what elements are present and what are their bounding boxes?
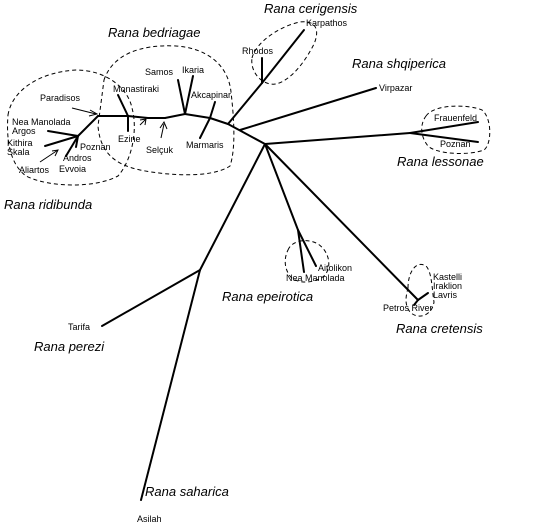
branch-monastiraki <box>117 94 129 117</box>
branch-spine-e <box>127 115 149 119</box>
species-label-epeirotica: Rana epeirotica <box>222 289 313 304</box>
species-label-cretensis: Rana cretensis <box>396 321 483 336</box>
leaf-label-monastiraki: Monastiraki <box>113 84 159 94</box>
species-label-lessonae: Rana lessonae <box>397 154 484 169</box>
leaf-label-aliartos: Aliartos <box>19 165 50 175</box>
arrow-paradisos <box>71 107 97 115</box>
leaf-label-akcapinar: Akcapinar <box>191 90 231 100</box>
arrows <box>39 107 168 163</box>
leaf-label-aitolikon: Aitolikon <box>318 263 352 273</box>
branch-hub-to-epeirotica-node <box>264 143 299 231</box>
branch-marmaris <box>199 117 211 139</box>
branch-ridibunda-argos <box>47 130 79 137</box>
branch-epeirotica-aitolikon <box>297 229 317 267</box>
outline-ridibunda <box>7 69 135 186</box>
branch-spine-c <box>164 113 186 119</box>
species-label-shqiperica: Rana shqiperica <box>352 56 446 71</box>
species-label-ridibunda: Rana ridibunda <box>4 197 92 212</box>
outline-lessonae <box>421 105 491 154</box>
branch-ridibunda-andros <box>65 135 79 157</box>
branch-cretensis-lavris <box>417 292 429 301</box>
branch-hub-to-shqiperica <box>239 87 377 131</box>
branch-akcapinar <box>209 101 216 119</box>
branch-spine-a <box>209 117 229 125</box>
branch-cerigensis-karpathos <box>261 29 305 84</box>
leaf-label-paradisos: Paradisos <box>40 93 81 103</box>
branch-lessonae-frauenfeld <box>409 121 479 134</box>
branch-hub-to-lessonae-node <box>264 132 411 145</box>
leaf-label-rhodos: Rhodos <box>242 46 274 56</box>
species-labels: Rana bedriagae Rana cerigensis Rana shqi… <box>4 1 484 499</box>
leaf-label-ikaria: Ikaria <box>182 65 204 75</box>
species-label-cerigensis: Rana cerigensis <box>264 1 358 16</box>
leaf-label-andros: Andros <box>63 153 92 163</box>
leaf-label-kithira: Kithira <box>7 138 33 148</box>
branch-epeirotica-nea-manolada <box>297 229 305 273</box>
species-label-bedriagae: Rana bedriagae <box>108 25 201 40</box>
leaf-label-karpathos: Karpathos <box>306 18 348 28</box>
branch-lessonae-poznan <box>409 132 479 143</box>
branch-saharica <box>140 269 201 501</box>
outline-epeirotica <box>284 240 330 283</box>
leaf-label-samos: Samos <box>145 67 174 77</box>
leaf-label-evvoia: Evvoia <box>59 164 86 174</box>
species-label-saharica: Rana saharica <box>145 484 229 499</box>
branch-hub-to-west-node <box>199 143 266 271</box>
group-outlines <box>7 21 491 317</box>
outline-cretensis <box>405 264 435 317</box>
leaf-label-skala: Skala <box>7 147 30 157</box>
leaf-label-argos: Argos <box>12 126 36 136</box>
leaf-label-nea-manolada: Nea Manolada <box>12 117 71 127</box>
leaf-label-iraklion: Iraklion <box>433 281 462 291</box>
branch-samos <box>177 79 186 115</box>
branch-ridibunda-kithira <box>44 135 79 147</box>
leaf-label-ezine: Ezine <box>118 134 141 144</box>
leaf-label-selcuk: Selçuk <box>146 145 174 155</box>
outline-cerigensis <box>251 21 318 85</box>
leaf-label-poznan-lessonae: Poznan <box>440 139 471 149</box>
arrow-ezine-head <box>139 118 147 126</box>
leaf-label-lavris: Lavris <box>433 290 458 300</box>
arrow-selcuk-head <box>159 120 168 130</box>
leaf-label-tarifa: Tarifa <box>68 322 90 332</box>
branch-spine-g <box>77 115 99 137</box>
arrow-aliartos <box>39 149 59 163</box>
leaf-label-frauenfeld: Frauenfeld <box>434 113 477 123</box>
tree-branches <box>44 29 479 501</box>
branch-cretensis-petros <box>413 299 419 306</box>
leaf-label-nea-manolada-epeirotica: Nea Manolada <box>286 273 345 283</box>
branch-ikaria <box>184 75 194 115</box>
branch-hub-to-cretensis-node <box>264 143 419 301</box>
leaf-label-kastelli: Kastelli <box>433 272 462 282</box>
leaf-label-marmaris: Marmaris <box>186 140 224 150</box>
arrow-selcuk <box>160 123 165 139</box>
leaf-label-virpazar: Virpazar <box>379 83 412 93</box>
arrow-ezine <box>139 118 147 126</box>
branch-spine-b <box>184 113 211 119</box>
arrow-aliartos-head <box>51 149 59 157</box>
branch-perezi <box>101 269 201 327</box>
leaf-label-petros-river: Petros River <box>383 303 433 313</box>
arrow-paradisos-head <box>88 109 99 117</box>
leaf-label-asilah: Asilah <box>137 514 162 524</box>
species-label-perezi: Rana perezi <box>34 339 105 354</box>
leaf-label-poznan-ridibunda: Poznan <box>80 142 111 152</box>
leaf-labels: Karpathos Rhodos Samos Ikaria Monastirak… <box>7 18 477 524</box>
outline-bedriagae <box>97 45 235 176</box>
